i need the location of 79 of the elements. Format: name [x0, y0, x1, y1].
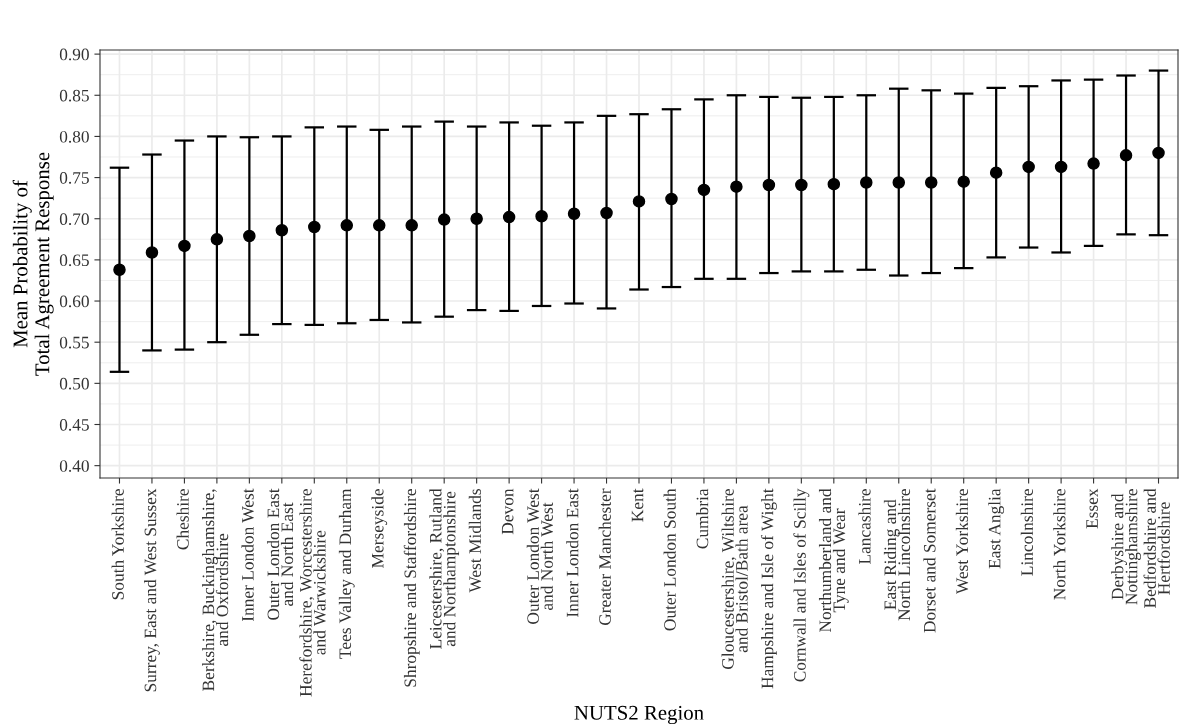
point [243, 229, 256, 243]
x-tick-label: Inner London West [241, 488, 254, 622]
y-tick-label: 0.90 [59, 48, 89, 61]
point [860, 176, 873, 189]
point [308, 220, 321, 234]
y-tick-label: 0.75 [59, 172, 89, 184]
x-tick-label: Outer London East and North East [266, 488, 294, 620]
x-tick-label: Dorset and Somerset [923, 488, 936, 633]
x-tick-label: North Yorkshire [1053, 489, 1066, 600]
point [145, 246, 159, 259]
x-tick-label: Cumbria [696, 488, 709, 549]
y-tick-label: 0.80 [59, 130, 89, 143]
x-tick-label: Leicestershire, Rutland and Northamptonshire [429, 488, 460, 649]
point [1152, 146, 1165, 160]
x-tick-label: East Riding and North Lincolnshire [883, 489, 911, 621]
x-tick-label: Essex [1086, 488, 1098, 529]
point [470, 212, 483, 225]
x-tick-label: Lancashire [858, 489, 871, 565]
point [892, 176, 906, 189]
point [697, 183, 711, 197]
point [210, 233, 224, 246]
point [567, 207, 581, 221]
y-tick-label: 0.40 [59, 460, 89, 472]
x-tick-label: Merseyside [371, 489, 388, 568]
y-tick-label: 0.45 [59, 418, 89, 431]
x-tick-label: West Yorkshire [955, 489, 969, 595]
x-tick-label: Cheshire [176, 489, 189, 550]
point [502, 210, 516, 224]
point [372, 219, 386, 232]
x-tick-label: Bedfordshire and Hertfordshire [1143, 488, 1170, 608]
point [405, 219, 418, 232]
point [1119, 149, 1133, 162]
y-tick-label: 0.55 [59, 336, 89, 349]
x-tick-label: Shropshire and Staffordshire [403, 489, 420, 687]
y-axis-title: Mean Probability of Total Agreement Response [12, 152, 54, 376]
x-tick-label: Outer London South [663, 488, 676, 631]
x-tick-label: Cornwall and Isles of Scilly [793, 488, 810, 682]
x-axis-title: NUTS2 Region [574, 705, 704, 725]
point [113, 263, 126, 277]
x-tick-label: Berkshire, Buckinghamshire, and Oxfordshire [202, 489, 229, 691]
point [1087, 157, 1100, 170]
x-tick-label: South Yorkshire [111, 489, 124, 600]
point [600, 206, 613, 220]
point [275, 224, 289, 237]
point [989, 166, 1003, 179]
y-tick-label: 0.60 [59, 295, 89, 308]
point [795, 178, 808, 192]
point [632, 195, 646, 208]
x-tick-label: Inner London East [566, 488, 579, 617]
point [1022, 160, 1035, 174]
y-tick-label: 0.50 [59, 377, 89, 390]
x-tick-label: West Midlands [468, 489, 482, 593]
x-tick-label: Hampshire and Isle of Wight [760, 488, 777, 689]
point [535, 210, 548, 223]
x-tick-label: Outer London West and North West [526, 488, 553, 624]
x-tick-label: Tees Valley and Durham [338, 488, 355, 659]
point [437, 213, 451, 226]
point [1054, 160, 1068, 174]
x-tick-label: Devon [501, 488, 514, 535]
x-tick-label: Lincolnshire [1020, 489, 1033, 576]
y-tick-label: 0.85 [59, 89, 89, 102]
x-tick-label: Surrey, East and West Sussex [144, 488, 160, 692]
point [340, 219, 354, 232]
x-tick-label: East Anglia [988, 488, 1005, 569]
x-tick-label: Derbyshire and Nottinghamshire [1111, 489, 1141, 605]
point [762, 178, 776, 192]
y-tick-label: 0.70 [59, 213, 89, 225]
point [665, 192, 678, 206]
point [924, 176, 938, 189]
x-tick-label: Kent [631, 488, 644, 522]
y-tick-label: 0.65 [59, 254, 89, 267]
x-tick-label: Gloucestershire, Wiltshire and Bristol/Bath area [721, 489, 748, 669]
x-tick-label: Greater Manchester [598, 488, 611, 626]
point [178, 239, 191, 253]
point [827, 177, 841, 191]
x-tick-label: Herefordshire, Worcestershire and Warwickshire [299, 489, 326, 697]
point [957, 175, 970, 188]
x-tick-label: Northumberland and Tyne and Wear [818, 488, 849, 633]
point [730, 180, 743, 193]
